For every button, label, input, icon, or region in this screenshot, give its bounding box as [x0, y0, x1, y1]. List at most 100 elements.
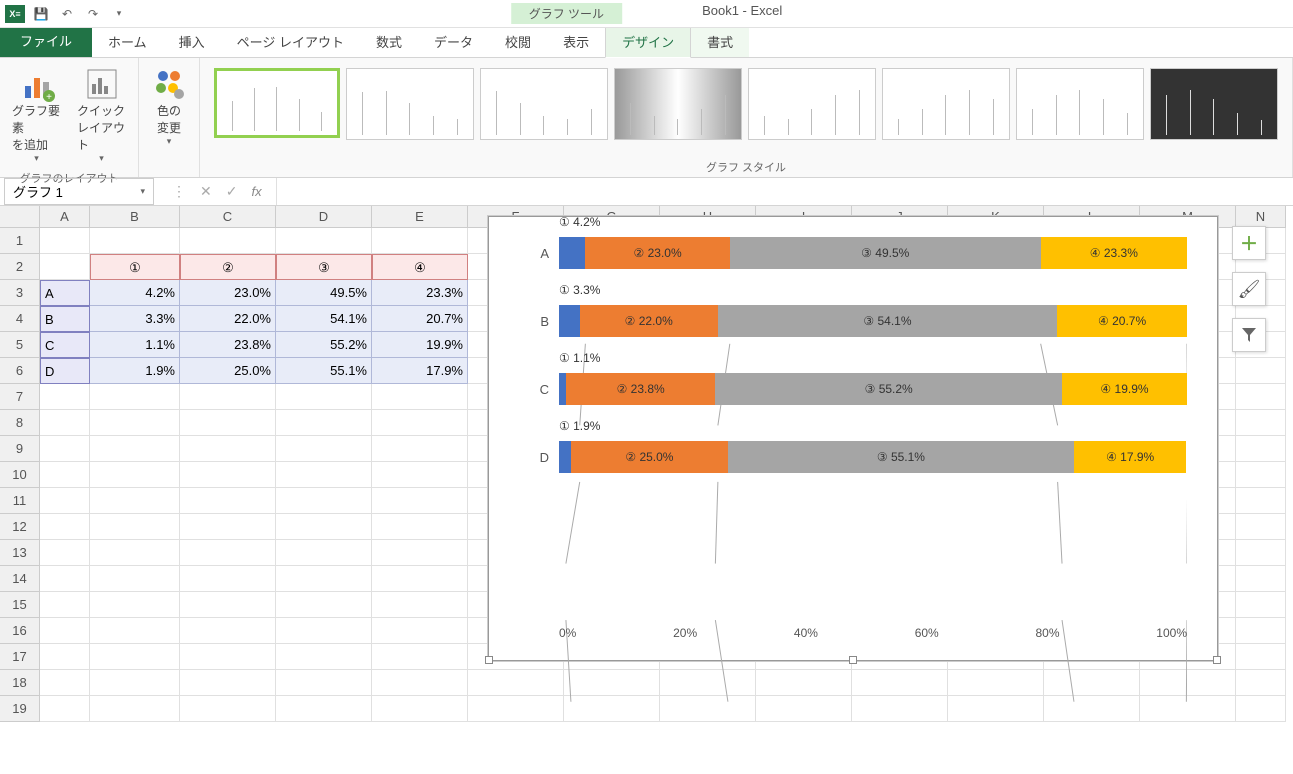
col-header-D[interactable]: D: [276, 206, 372, 228]
cell-B12[interactable]: [90, 514, 180, 540]
row-header-6[interactable]: 6: [0, 358, 40, 384]
row-header-18[interactable]: 18: [0, 670, 40, 696]
cell-N9[interactable]: [1236, 436, 1286, 462]
quick-layout-button[interactable]: クイック レイアウト ▾: [73, 62, 130, 168]
row-header-14[interactable]: 14: [0, 566, 40, 592]
enter-formula-button[interactable]: ✓: [226, 183, 238, 200]
select-all-corner[interactable]: [0, 206, 40, 228]
cell-C18[interactable]: [180, 670, 276, 696]
row-header-10[interactable]: 10: [0, 462, 40, 488]
cell-N16[interactable]: [1236, 618, 1286, 644]
row-header-5[interactable]: 5: [0, 332, 40, 358]
cell-D17[interactable]: [276, 644, 372, 670]
cell-N7[interactable]: [1236, 384, 1286, 410]
cell-G18[interactable]: [564, 670, 660, 696]
cell-C19[interactable]: [180, 696, 276, 722]
cell-A19[interactable]: [40, 696, 90, 722]
add-chart-element-button[interactable]: + グラフ要素 を追加 ▾: [8, 62, 65, 168]
row-header-11[interactable]: 11: [0, 488, 40, 514]
cell-B4[interactable]: 3.3%: [90, 306, 180, 332]
cell-N14[interactable]: [1236, 566, 1286, 592]
row-header-8[interactable]: 8: [0, 410, 40, 436]
cell-D15[interactable]: [276, 592, 372, 618]
tab-design[interactable]: デザイン: [605, 25, 691, 58]
cell-C15[interactable]: [180, 592, 276, 618]
chart-style-option-1[interactable]: [214, 68, 340, 138]
segment-③[interactable]: ③ 54.1%: [718, 305, 1057, 337]
segment-①[interactable]: [559, 305, 580, 337]
segment-①[interactable]: [559, 373, 566, 405]
cell-E14[interactable]: [372, 566, 468, 592]
cell-C10[interactable]: [180, 462, 276, 488]
row-header-19[interactable]: 19: [0, 696, 40, 722]
cell-H19[interactable]: [660, 696, 756, 722]
cell-B16[interactable]: [90, 618, 180, 644]
cell-D3[interactable]: 49.5%: [276, 280, 372, 306]
cell-A18[interactable]: [40, 670, 90, 696]
cell-J19[interactable]: [852, 696, 948, 722]
segment-④[interactable]: ④ 17.9%: [1074, 441, 1186, 473]
cell-C12[interactable]: [180, 514, 276, 540]
cell-N6[interactable]: [1236, 358, 1286, 384]
cell-E13[interactable]: [372, 540, 468, 566]
cell-E8[interactable]: [372, 410, 468, 436]
cell-M19[interactable]: [1140, 696, 1236, 722]
cell-E5[interactable]: 19.9%: [372, 332, 468, 358]
cell-A5[interactable]: C: [40, 332, 90, 358]
cell-E2[interactable]: ④: [372, 254, 468, 280]
cell-C5[interactable]: 23.8%: [180, 332, 276, 358]
cell-A11[interactable]: [40, 488, 90, 514]
excel-logo-icon[interactable]: X≡: [4, 3, 26, 25]
col-header-E[interactable]: E: [372, 206, 468, 228]
cell-L18[interactable]: [1044, 670, 1140, 696]
cell-E12[interactable]: [372, 514, 468, 540]
segment-④[interactable]: ④ 23.3%: [1041, 237, 1187, 269]
cell-G19[interactable]: [564, 696, 660, 722]
cell-B8[interactable]: [90, 410, 180, 436]
cell-C3[interactable]: 23.0%: [180, 280, 276, 306]
qat-customize-icon[interactable]: ▾: [108, 3, 130, 25]
cell-N12[interactable]: [1236, 514, 1286, 540]
save-button[interactable]: 💾: [30, 3, 52, 25]
cell-B2[interactable]: ①: [90, 254, 180, 280]
cell-I19[interactable]: [756, 696, 852, 722]
cell-B15[interactable]: [90, 592, 180, 618]
fx-icon[interactable]: fx: [251, 184, 261, 199]
segment-④[interactable]: ④ 20.7%: [1057, 305, 1187, 337]
cell-C11[interactable]: [180, 488, 276, 514]
cell-D16[interactable]: [276, 618, 372, 644]
cell-M18[interactable]: [1140, 670, 1236, 696]
cell-A13[interactable]: [40, 540, 90, 566]
cell-D2[interactable]: ③: [276, 254, 372, 280]
cell-C2[interactable]: ②: [180, 254, 276, 280]
cell-A4[interactable]: B: [40, 306, 90, 332]
cell-C1[interactable]: [180, 228, 276, 254]
cell-C7[interactable]: [180, 384, 276, 410]
cell-L19[interactable]: [1044, 696, 1140, 722]
cell-A7[interactable]: [40, 384, 90, 410]
cell-D8[interactable]: [276, 410, 372, 436]
cell-B3[interactable]: 4.2%: [90, 280, 180, 306]
cell-E10[interactable]: [372, 462, 468, 488]
cell-N10[interactable]: [1236, 462, 1286, 488]
row-header-9[interactable]: 9: [0, 436, 40, 462]
cell-A2[interactable]: [40, 254, 90, 280]
cell-J18[interactable]: [852, 670, 948, 696]
chart-style-option-8[interactable]: [1150, 68, 1278, 140]
cell-E15[interactable]: [372, 592, 468, 618]
cancel-formula-button[interactable]: ✕: [200, 183, 212, 200]
cell-B17[interactable]: [90, 644, 180, 670]
chart-style-option-3[interactable]: [480, 68, 608, 140]
undo-button[interactable]: ↶: [56, 3, 78, 25]
cell-C14[interactable]: [180, 566, 276, 592]
cell-N18[interactable]: [1236, 670, 1286, 696]
cell-D12[interactable]: [276, 514, 372, 540]
cell-H18[interactable]: [660, 670, 756, 696]
chart-bar-A[interactable]: A① 4.2%② 23.0%③ 49.5%④ 23.3%: [529, 237, 1187, 269]
cell-N17[interactable]: [1236, 644, 1286, 670]
embedded-chart[interactable]: A① 4.2%② 23.0%③ 49.5%④ 23.3%B① 3.3%② 22.…: [488, 216, 1218, 661]
segment-③[interactable]: ③ 49.5%: [730, 237, 1041, 269]
cell-A9[interactable]: [40, 436, 90, 462]
name-box[interactable]: グラフ 1 ▾: [4, 178, 154, 205]
cell-E9[interactable]: [372, 436, 468, 462]
